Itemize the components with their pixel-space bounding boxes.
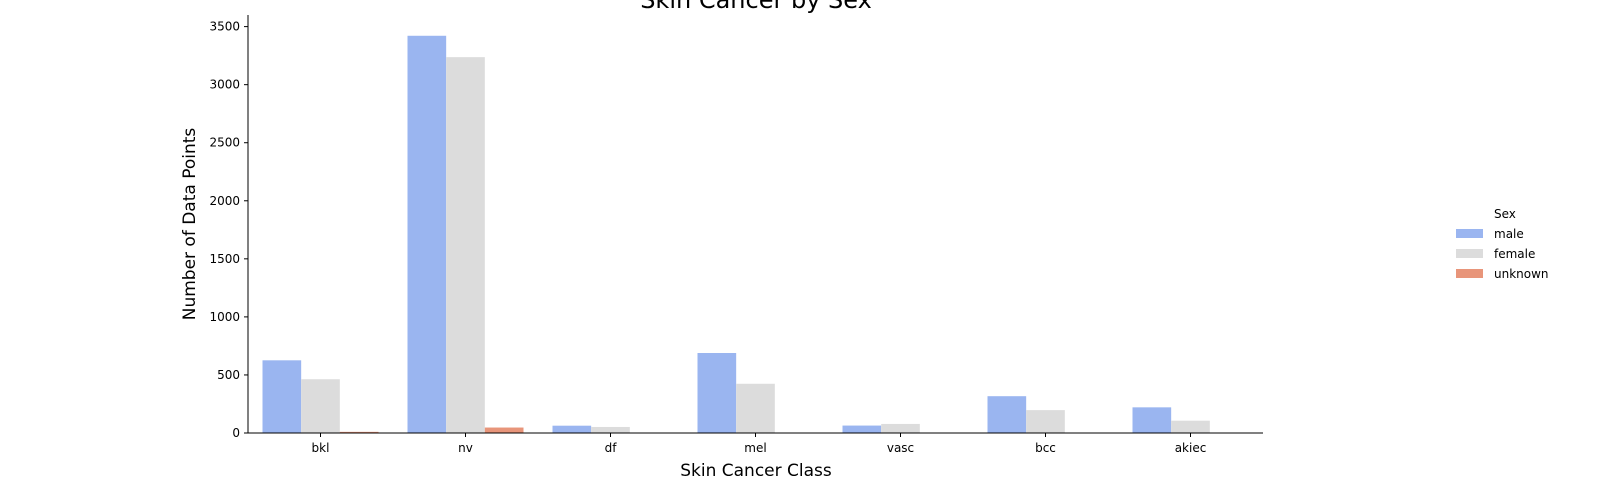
bar-mel-female: [736, 383, 775, 433]
bars-group: [262, 35, 1210, 434]
bar-df-male: [552, 425, 592, 433]
x-tick-label: bcc: [1035, 441, 1056, 455]
bar-nv-unknown: [484, 427, 524, 433]
x-tick-label: nv: [458, 441, 473, 455]
bar-bcc-female: [1026, 410, 1065, 433]
legend-label-unknown: unknown: [1494, 267, 1549, 281]
y-tick-label: 0: [232, 426, 240, 440]
bar-vasc-female: [881, 423, 920, 433]
x-tick-label: akiec: [1175, 441, 1207, 455]
bar-bcc-male: [987, 396, 1027, 433]
bar-bkl-female: [301, 379, 340, 433]
y-axis-title: Number of Data Points: [180, 128, 200, 321]
x-axis: bkl nv df mel vasc bcc akiec: [248, 432, 1263, 455]
legend-swatch-male: [1456, 229, 1483, 238]
y-tick-label: 500: [217, 368, 240, 382]
bar-df-female: [591, 426, 630, 433]
legend-label-male: male: [1494, 227, 1524, 241]
x-tick-label: df: [605, 441, 618, 455]
bar-akiec-female: [1171, 420, 1210, 433]
y-tick-label: 1500: [209, 252, 240, 266]
bar-bkl-unknown: [339, 431, 379, 433]
y-tick-label: 1000: [209, 310, 240, 324]
bar-akiec-male: [1132, 407, 1172, 433]
y-tick-label: 2500: [209, 136, 240, 150]
chart-title: Skin Cancer by Sex: [640, 0, 872, 14]
y-tick-label: 3500: [209, 20, 240, 34]
bar-bkl-male: [262, 360, 302, 433]
x-tick-label: bkl: [312, 441, 330, 455]
x-tick-label: vasc: [887, 441, 914, 455]
legend-label-female: female: [1494, 247, 1535, 261]
x-tick-label: mel: [744, 441, 766, 455]
x-axis-title: Skin Cancer Class: [680, 461, 832, 481]
bar-mel-male: [697, 353, 737, 433]
legend-swatch-female: [1456, 249, 1483, 258]
bar-nv-female: [446, 57, 485, 434]
bar-vasc-male: [842, 425, 882, 433]
legend-title: Sex: [1494, 207, 1516, 221]
legend: Sex male female unknown: [1456, 207, 1549, 281]
legend-swatch-unknown: [1456, 269, 1483, 278]
y-tick-label: 2000: [209, 194, 240, 208]
bar-nv-male: [407, 35, 447, 433]
y-tick-label: 3000: [209, 78, 240, 92]
y-axis: 0 500 1000 1500 2000 2500 3000 3500: [209, 15, 249, 440]
